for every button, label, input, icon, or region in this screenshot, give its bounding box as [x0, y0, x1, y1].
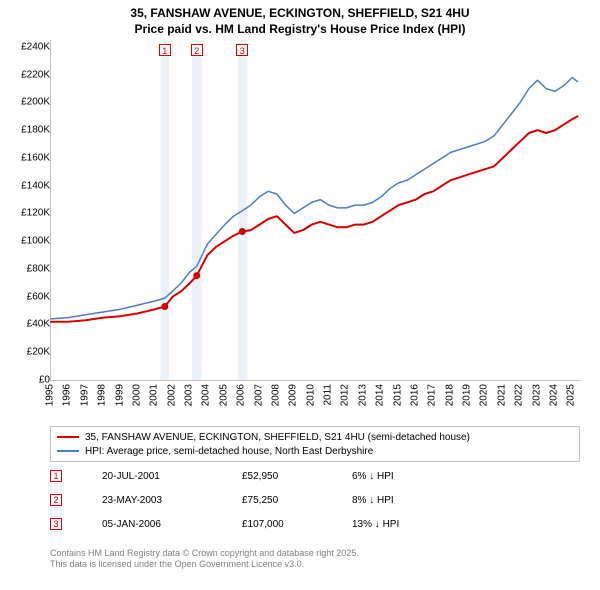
x-tick-label: 2013: [357, 384, 368, 406]
y-tick-label: £120K: [0, 208, 50, 219]
x-tick-label: 2011: [323, 384, 334, 406]
x-tick-label: 2020: [479, 384, 490, 406]
transaction-row: 2 23-MAY-2003£75,2508% ↓ HPI: [50, 488, 580, 512]
x-axis: 1995199619971998199920002001200220032004…: [50, 380, 580, 420]
title-line-2: Price paid vs. HM Land Registry's House …: [0, 22, 600, 38]
legend: 35, FANSHAW AVENUE, ECKINGTON, SHEFFIELD…: [50, 426, 580, 462]
footer-line-2: This data is licensed under the Open Gov…: [50, 559, 580, 570]
transaction-pct: 6% ↓ HPI: [352, 471, 394, 482]
top-marker: 2: [191, 44, 203, 56]
y-tick-label: £240K: [0, 41, 50, 52]
x-tick-label: 1996: [62, 384, 73, 406]
x-tick-label: 2017: [427, 384, 438, 406]
y-tick-label: £160K: [0, 152, 50, 163]
y-tick-label: £0: [0, 375, 50, 386]
y-tick-label: £80K: [0, 263, 50, 274]
x-tick-label: 2000: [131, 384, 142, 406]
x-tick-label: 2006: [236, 384, 247, 406]
series-price_paid: [51, 116, 578, 321]
x-tick-label: 2001: [149, 384, 160, 406]
x-tick-label: 1998: [97, 384, 108, 406]
x-tick-label: 2018: [444, 384, 455, 406]
transactions-table: 120-JUL-2001£52,9506% ↓ HPI223-MAY-2003£…: [50, 464, 580, 536]
legend-row: 35, FANSHAW AVENUE, ECKINGTON, SHEFFIELD…: [57, 430, 573, 444]
legend-label: 35, FANSHAW AVENUE, ECKINGTON, SHEFFIELD…: [85, 432, 470, 443]
y-tick-label: £180K: [0, 125, 50, 136]
transaction-row: 1 20-JUL-2001£52,9506% ↓ HPI: [50, 464, 580, 488]
y-tick-label: £60K: [0, 291, 50, 302]
footer-line-1: Contains HM Land Registry data © Crown c…: [50, 548, 580, 559]
y-axis: £0£20K£40K£60K£80K£100K£120K£140K£160K£1…: [0, 40, 50, 380]
x-tick-label: 1997: [79, 384, 90, 406]
x-tick-label: 2010: [305, 384, 316, 406]
y-tick-label: £220K: [0, 69, 50, 80]
legend-swatch: [57, 436, 79, 438]
x-tick-label: 2025: [566, 384, 577, 406]
transaction-pct: 8% ↓ HPI: [352, 495, 394, 506]
y-tick-label: £40K: [0, 319, 50, 330]
x-tick-label: 2022: [514, 384, 525, 406]
top-marker: 3: [236, 44, 248, 56]
x-tick-label: 2016: [409, 384, 420, 406]
x-tick-label: 2003: [184, 384, 195, 406]
chart-outer: £0 £20K £40K £60K £80K £100K £120K £140K £160K £1…: [0, 40, 600, 420]
x-tick-label: 2019: [462, 384, 473, 406]
x-tick-label: 2015: [392, 384, 403, 406]
plot-svg: [51, 40, 581, 380]
x-tick-label: 2012: [340, 384, 351, 406]
title-line-1: 35, FANSHAW AVENUE, ECKINGTON, SHEFFIELD…: [0, 6, 600, 22]
y-tick-label: £100K: [0, 236, 50, 247]
transaction-row: 3 05-JAN-2006£107,00013% ↓ HPI: [50, 512, 580, 536]
legend-row: HPI: Average price, semi-detached house,…: [57, 444, 573, 458]
legend-swatch: [57, 450, 79, 452]
transaction-marker: 2: [50, 494, 62, 506]
transaction-point: [193, 272, 200, 279]
series-hpi: [51, 78, 578, 319]
legend-label: HPI: Average price, semi-detached house,…: [85, 446, 373, 457]
transaction-price: £107,000: [242, 519, 352, 530]
x-tick-label: 1995: [45, 384, 56, 406]
transaction-marker: 1: [50, 470, 62, 482]
transaction-date: 20-JUL-2001: [102, 471, 242, 482]
x-tick-label: 2023: [531, 384, 542, 406]
x-tick-label: 2014: [375, 384, 386, 406]
transaction-price: £75,250: [242, 495, 352, 506]
x-tick-label: 2002: [166, 384, 177, 406]
x-tick-label: 2024: [548, 384, 559, 406]
transaction-marker: 3: [50, 518, 62, 530]
y-tick-label: £20K: [0, 347, 50, 358]
x-tick-label: 1999: [114, 384, 125, 406]
x-tick-label: 2009: [288, 384, 299, 406]
x-tick-label: 2004: [201, 384, 212, 406]
y-tick-label: £200K: [0, 97, 50, 108]
x-tick-label: 2008: [270, 384, 281, 406]
transaction-point: [239, 228, 246, 235]
top-marker: 1: [159, 44, 171, 56]
footer: Contains HM Land Registry data © Crown c…: [50, 548, 580, 571]
x-tick-label: 2005: [218, 384, 229, 406]
transaction-price: £52,950: [242, 471, 352, 482]
x-tick-label: 2021: [496, 384, 507, 406]
chart-container: 35, FANSHAW AVENUE, ECKINGTON, SHEFFIELD…: [0, 0, 600, 590]
transaction-date: 23-MAY-2003: [102, 495, 242, 506]
transaction-pct: 13% ↓ HPI: [352, 519, 399, 530]
title-area: 35, FANSHAW AVENUE, ECKINGTON, SHEFFIELD…: [0, 0, 600, 37]
transaction-point: [161, 303, 168, 310]
y-tick-label: £140K: [0, 180, 50, 191]
plot-area: 1 2 3: [50, 40, 581, 381]
x-tick-label: 2007: [253, 384, 264, 406]
transaction-date: 05-JAN-2006: [102, 519, 242, 530]
